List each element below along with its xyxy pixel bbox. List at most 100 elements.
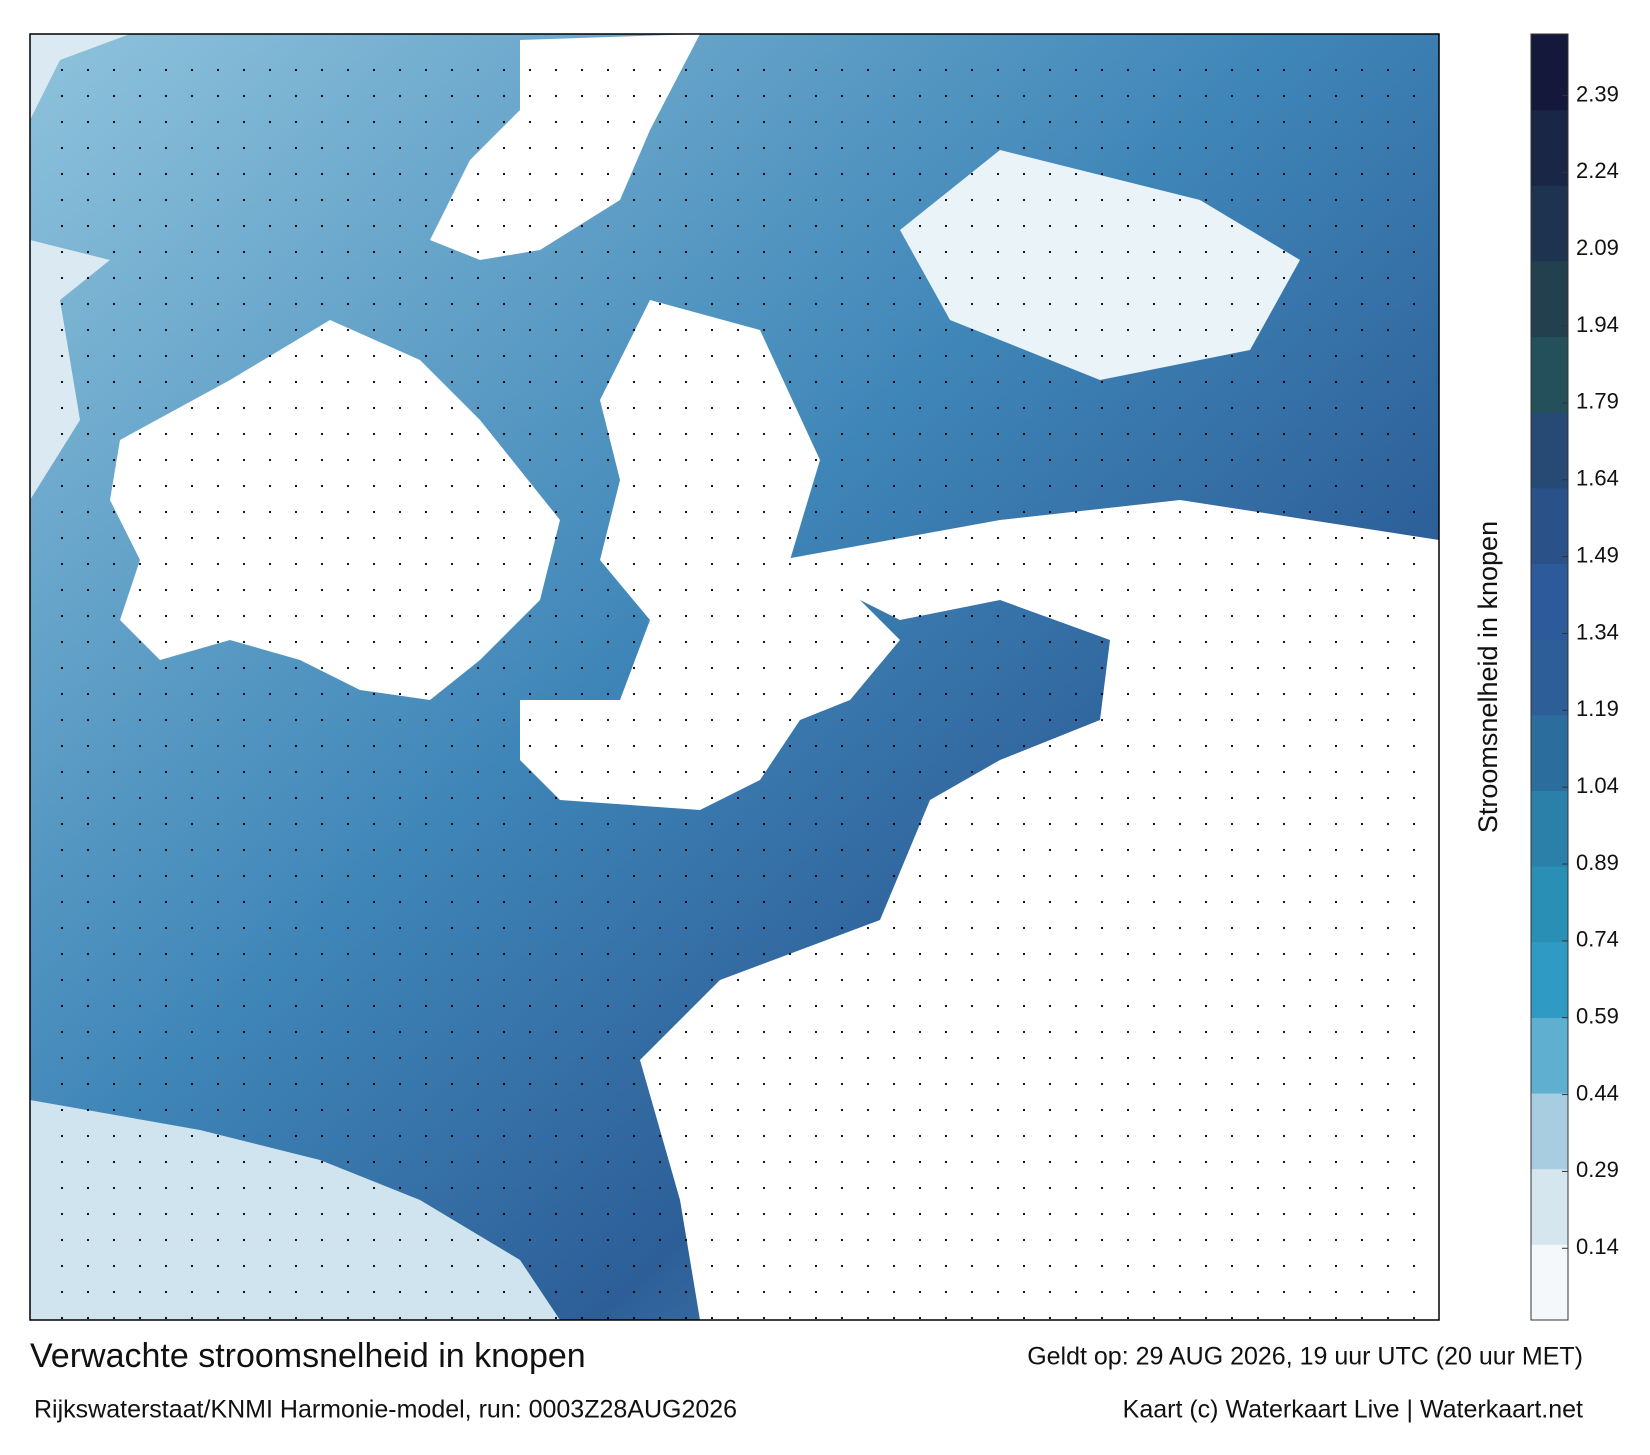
grid-dot [60,1290,64,1294]
grid-dot [294,848,298,852]
grid-dot [216,848,220,852]
grid-dot [814,770,818,774]
grid-dot [1360,796,1364,800]
grid-dot [606,614,610,618]
grid-dot [866,250,870,254]
grid-dot [1074,796,1078,800]
grid-dot [1282,562,1286,566]
grid-dot [138,1212,142,1216]
grid-dot [944,510,948,514]
grid-dot [554,900,558,904]
grid-dot [1022,458,1026,462]
grid-dot [658,1082,662,1086]
grid-dot [164,640,168,644]
grid-dot [190,848,194,852]
grid-dot [762,926,766,930]
grid-dot [112,1264,116,1268]
grid-dot [580,302,584,306]
grid-dot [710,770,714,774]
grid-dot [1074,1134,1078,1138]
grid-dot [1178,978,1182,982]
grid-dot [268,302,272,306]
grid-dot [762,536,766,540]
grid-dot [476,146,480,150]
grid-dot [814,94,818,98]
grid-dot [736,848,740,852]
grid-dot [138,900,142,904]
grid-dot [1282,978,1286,982]
grid-dot [528,1290,532,1294]
grid-dot [60,146,64,150]
grid-dot [1412,68,1416,72]
grid-dot [502,562,506,566]
grid-dot [346,172,350,176]
grid-dot [606,1212,610,1216]
grid-dot [710,120,714,124]
grid-dot [970,94,974,98]
grid-dot [1126,302,1130,306]
grid-dot [684,1108,688,1112]
grid-dot [736,302,740,306]
grid-dot [86,718,90,722]
grid-dot [970,588,974,592]
grid-dot [60,172,64,176]
grid-dot [1100,380,1104,384]
grid-dot [1334,666,1338,670]
grid-dot [554,692,558,696]
grid-dot [736,198,740,202]
grid-dot [164,1004,168,1008]
grid-dot [268,952,272,956]
grid-dot [320,432,324,436]
grid-dot [320,692,324,696]
grid-dot [450,1160,454,1164]
grid-dot [1022,1290,1026,1294]
grid-dot [710,692,714,696]
grid-dot [1334,978,1338,982]
grid-dot [1178,952,1182,956]
grid-dot [762,146,766,150]
grid-dot [502,1004,506,1008]
grid-dot [1152,1082,1156,1086]
grid-dot [710,640,714,644]
grid-dot [320,1134,324,1138]
grid-dot [86,120,90,124]
grid-dot [372,1082,376,1086]
grid-dot [918,1290,922,1294]
grid-dot [528,1160,532,1164]
grid-dot [944,874,948,878]
grid-dot [970,744,974,748]
grid-dot [320,1264,324,1268]
grid-dot [86,380,90,384]
grid-dot [1334,1004,1338,1008]
grid-dot [684,1316,688,1320]
grid-dot [970,354,974,358]
grid-dot [996,640,1000,644]
grid-dot [710,406,714,410]
grid-dot [112,640,116,644]
grid-dot [1282,822,1286,826]
grid-dot [1022,744,1026,748]
colorbar-band [1531,1093,1568,1170]
grid-dot [1204,510,1208,514]
grid-dot [1204,978,1208,982]
grid-dot [1230,1004,1234,1008]
grid-dot [398,380,402,384]
grid-dot [112,1056,116,1060]
grid-dot [346,874,350,878]
grid-dot [1048,926,1052,930]
grid-dot [372,614,376,618]
grid-dot [1152,198,1156,202]
grid-dot [788,900,792,904]
grid-dot [970,640,974,644]
grid-dot [476,666,480,670]
grid-dot [970,380,974,384]
grid-dot [892,718,896,722]
grid-dot [944,1212,948,1216]
grid-dot [450,900,454,904]
grid-dot [1126,1316,1130,1320]
grid-dot [138,796,142,800]
grid-dot [1412,1290,1416,1294]
grid-dot [86,1212,90,1216]
grid-dot [60,250,64,254]
